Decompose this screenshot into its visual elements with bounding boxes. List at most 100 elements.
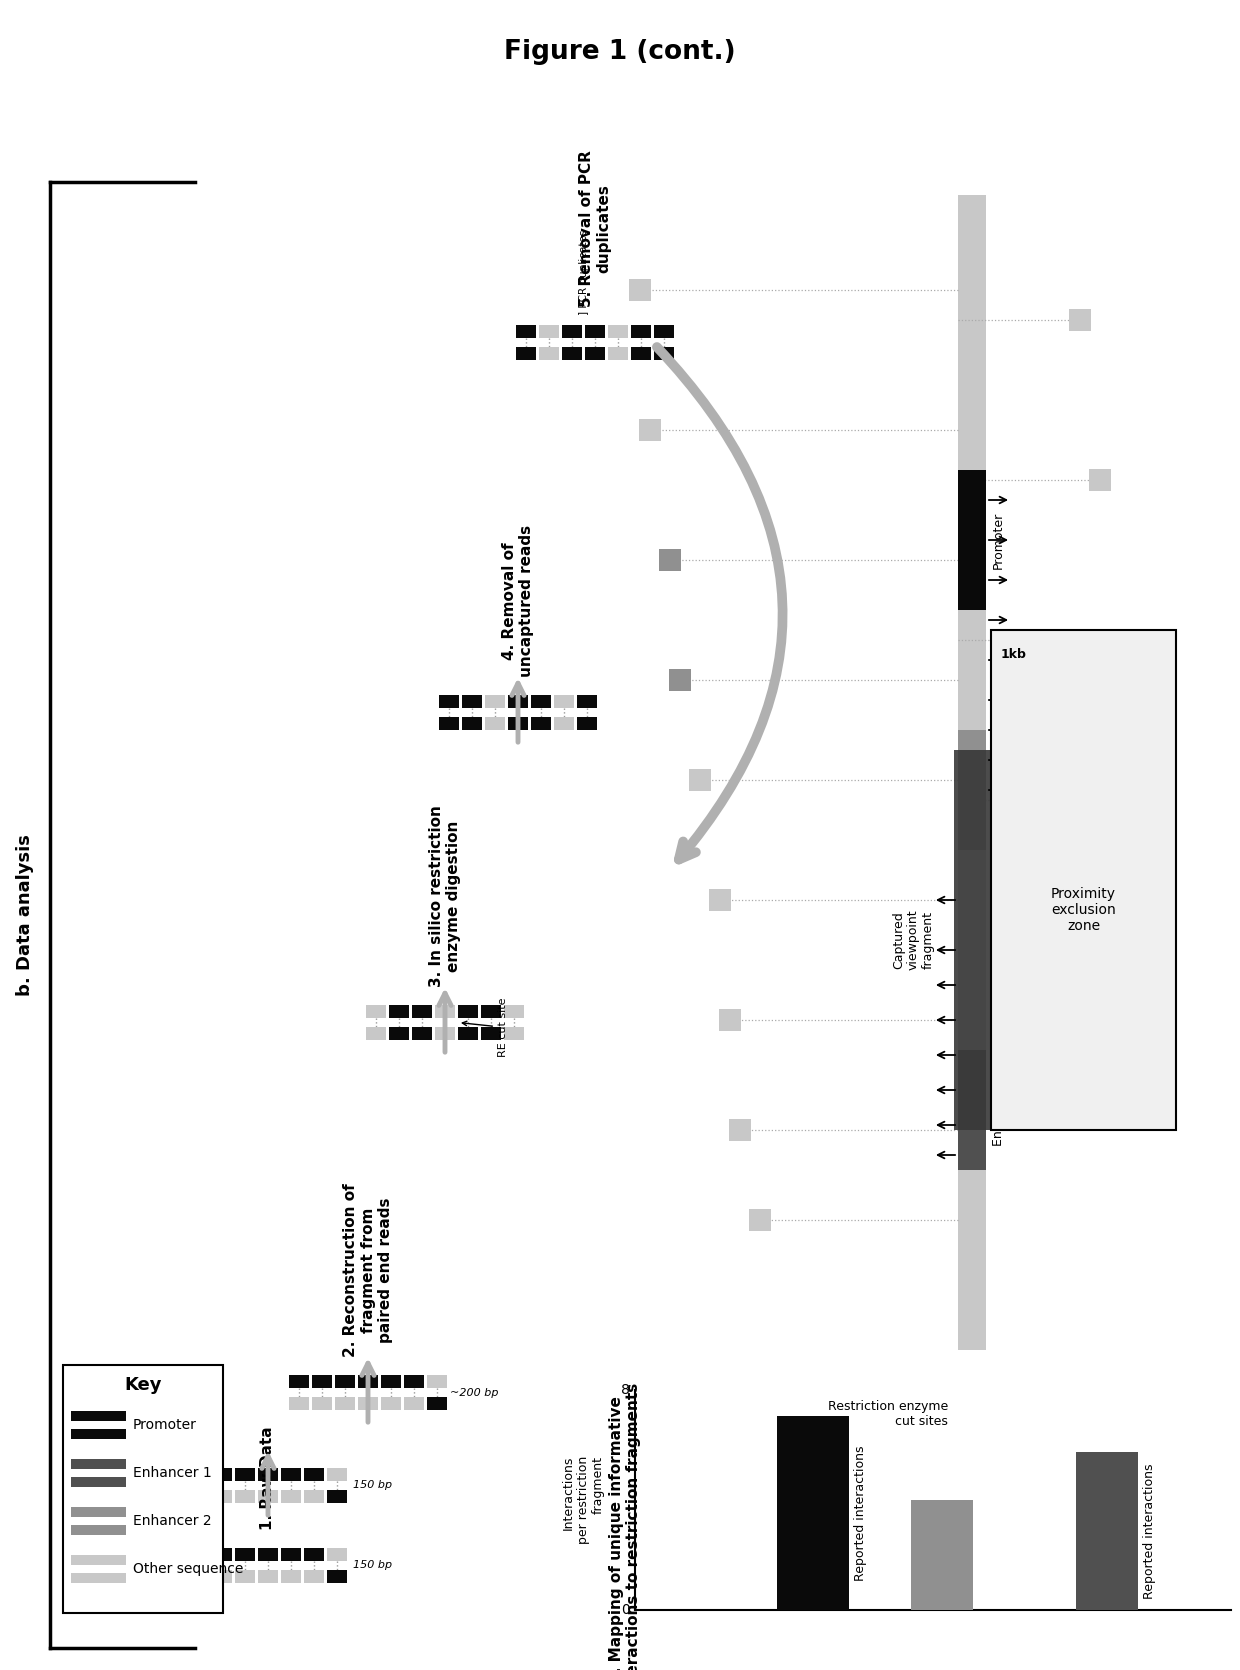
- Bar: [412, 1005, 432, 1019]
- Bar: [404, 1398, 424, 1409]
- Text: ~200 bp: ~200 bp: [450, 1388, 498, 1398]
- Bar: [503, 1005, 525, 1019]
- Bar: [188, 1490, 210, 1503]
- Bar: [562, 326, 582, 337]
- Text: Reported interactions: Reported interactions: [854, 1446, 867, 1581]
- Bar: [959, 1050, 986, 1171]
- Bar: [327, 1468, 347, 1481]
- Text: Proximity
exclusion
zone: Proximity exclusion zone: [1052, 887, 1116, 934]
- Bar: [719, 1009, 742, 1030]
- Bar: [481, 1027, 501, 1040]
- Bar: [439, 695, 459, 708]
- Text: 3. In silico restriction
enzyme digestion: 3. In silico restriction enzyme digestio…: [429, 805, 461, 987]
- Bar: [439, 716, 459, 730]
- Bar: [289, 1374, 309, 1388]
- Bar: [631, 326, 651, 337]
- Bar: [281, 1468, 301, 1481]
- Bar: [458, 1005, 477, 1019]
- Bar: [304, 1548, 324, 1561]
- Bar: [427, 1398, 446, 1409]
- Text: Enhancer 1: Enhancer 1: [133, 1466, 212, 1480]
- Bar: [71, 1555, 126, 1565]
- Bar: [516, 347, 536, 361]
- Bar: [554, 695, 574, 708]
- Bar: [577, 695, 596, 708]
- Bar: [304, 1570, 324, 1583]
- Text: 2. Reconstruction of
fragment from
paired end reads: 2. Reconstruction of fragment from paire…: [343, 1184, 393, 1358]
- Bar: [236, 1548, 255, 1561]
- Bar: [358, 1374, 378, 1388]
- Bar: [358, 1398, 378, 1409]
- Bar: [71, 1430, 126, 1440]
- Bar: [188, 1468, 210, 1481]
- Bar: [531, 695, 551, 708]
- Bar: [1099, 630, 1121, 651]
- Bar: [991, 630, 1176, 1131]
- Bar: [327, 1548, 347, 1561]
- Text: 150 bp: 150 bp: [353, 1560, 392, 1570]
- Bar: [954, 750, 990, 1131]
- Bar: [381, 1398, 401, 1409]
- Bar: [312, 1398, 332, 1409]
- Bar: [71, 1411, 126, 1421]
- Text: PE1: PE1: [186, 1560, 210, 1571]
- Text: ] PCR duplicates: ] PCR duplicates: [579, 229, 589, 316]
- Bar: [366, 1027, 386, 1040]
- Text: 0: 0: [621, 1603, 630, 1617]
- Bar: [554, 716, 574, 730]
- Bar: [463, 716, 482, 730]
- Bar: [653, 347, 675, 361]
- Text: Interactions
per restriction
fragment: Interactions per restriction fragment: [562, 1456, 605, 1545]
- Bar: [281, 1548, 301, 1561]
- Bar: [236, 1468, 255, 1481]
- Bar: [631, 347, 651, 361]
- Bar: [381, 1374, 401, 1388]
- Bar: [959, 469, 986, 610]
- Bar: [312, 1374, 332, 1388]
- Bar: [1089, 469, 1111, 491]
- Bar: [304, 1490, 324, 1503]
- Bar: [212, 1570, 232, 1583]
- Bar: [670, 670, 691, 691]
- Bar: [281, 1570, 301, 1583]
- Bar: [327, 1490, 347, 1503]
- Bar: [71, 1506, 126, 1516]
- Text: Enhancer 2: Enhancer 2: [133, 1515, 212, 1528]
- Text: Enhancer 1: Enhancer 1: [992, 1074, 1004, 1146]
- Bar: [258, 1468, 278, 1481]
- Bar: [212, 1468, 232, 1481]
- Bar: [281, 1490, 301, 1503]
- Text: Restriction enzyme
cut sites: Restriction enzyme cut sites: [828, 1399, 949, 1428]
- Bar: [389, 1027, 409, 1040]
- Bar: [911, 1500, 973, 1610]
- Text: Key: Key: [124, 1376, 161, 1394]
- Bar: [1079, 788, 1101, 812]
- Text: PE2: PE2: [186, 1480, 210, 1491]
- Bar: [63, 1364, 223, 1613]
- Bar: [539, 347, 559, 361]
- Bar: [653, 326, 675, 337]
- Bar: [463, 695, 482, 708]
- Text: Reported interactions: Reported interactions: [1143, 1463, 1156, 1598]
- Bar: [366, 1005, 386, 1019]
- Bar: [531, 716, 551, 730]
- Bar: [629, 279, 651, 301]
- Bar: [188, 1548, 210, 1561]
- Bar: [188, 1570, 210, 1583]
- Text: Promoter: Promoter: [992, 511, 1004, 568]
- Bar: [258, 1570, 278, 1583]
- Text: Enhancer 2: Enhancer 2: [992, 755, 1004, 825]
- Bar: [539, 326, 559, 337]
- Bar: [389, 1005, 409, 1019]
- Text: 5. Removal of PCR
duplicates: 5. Removal of PCR duplicates: [579, 150, 611, 307]
- Bar: [508, 695, 528, 708]
- Bar: [608, 326, 627, 337]
- Text: 8: 8: [621, 1383, 630, 1398]
- Bar: [435, 1005, 455, 1019]
- Bar: [959, 730, 986, 850]
- Bar: [304, 1468, 324, 1481]
- Text: Captured
viewpoint
fragment: Captured viewpoint fragment: [892, 910, 935, 970]
- Bar: [427, 1374, 446, 1388]
- Bar: [485, 695, 505, 708]
- Bar: [71, 1460, 126, 1470]
